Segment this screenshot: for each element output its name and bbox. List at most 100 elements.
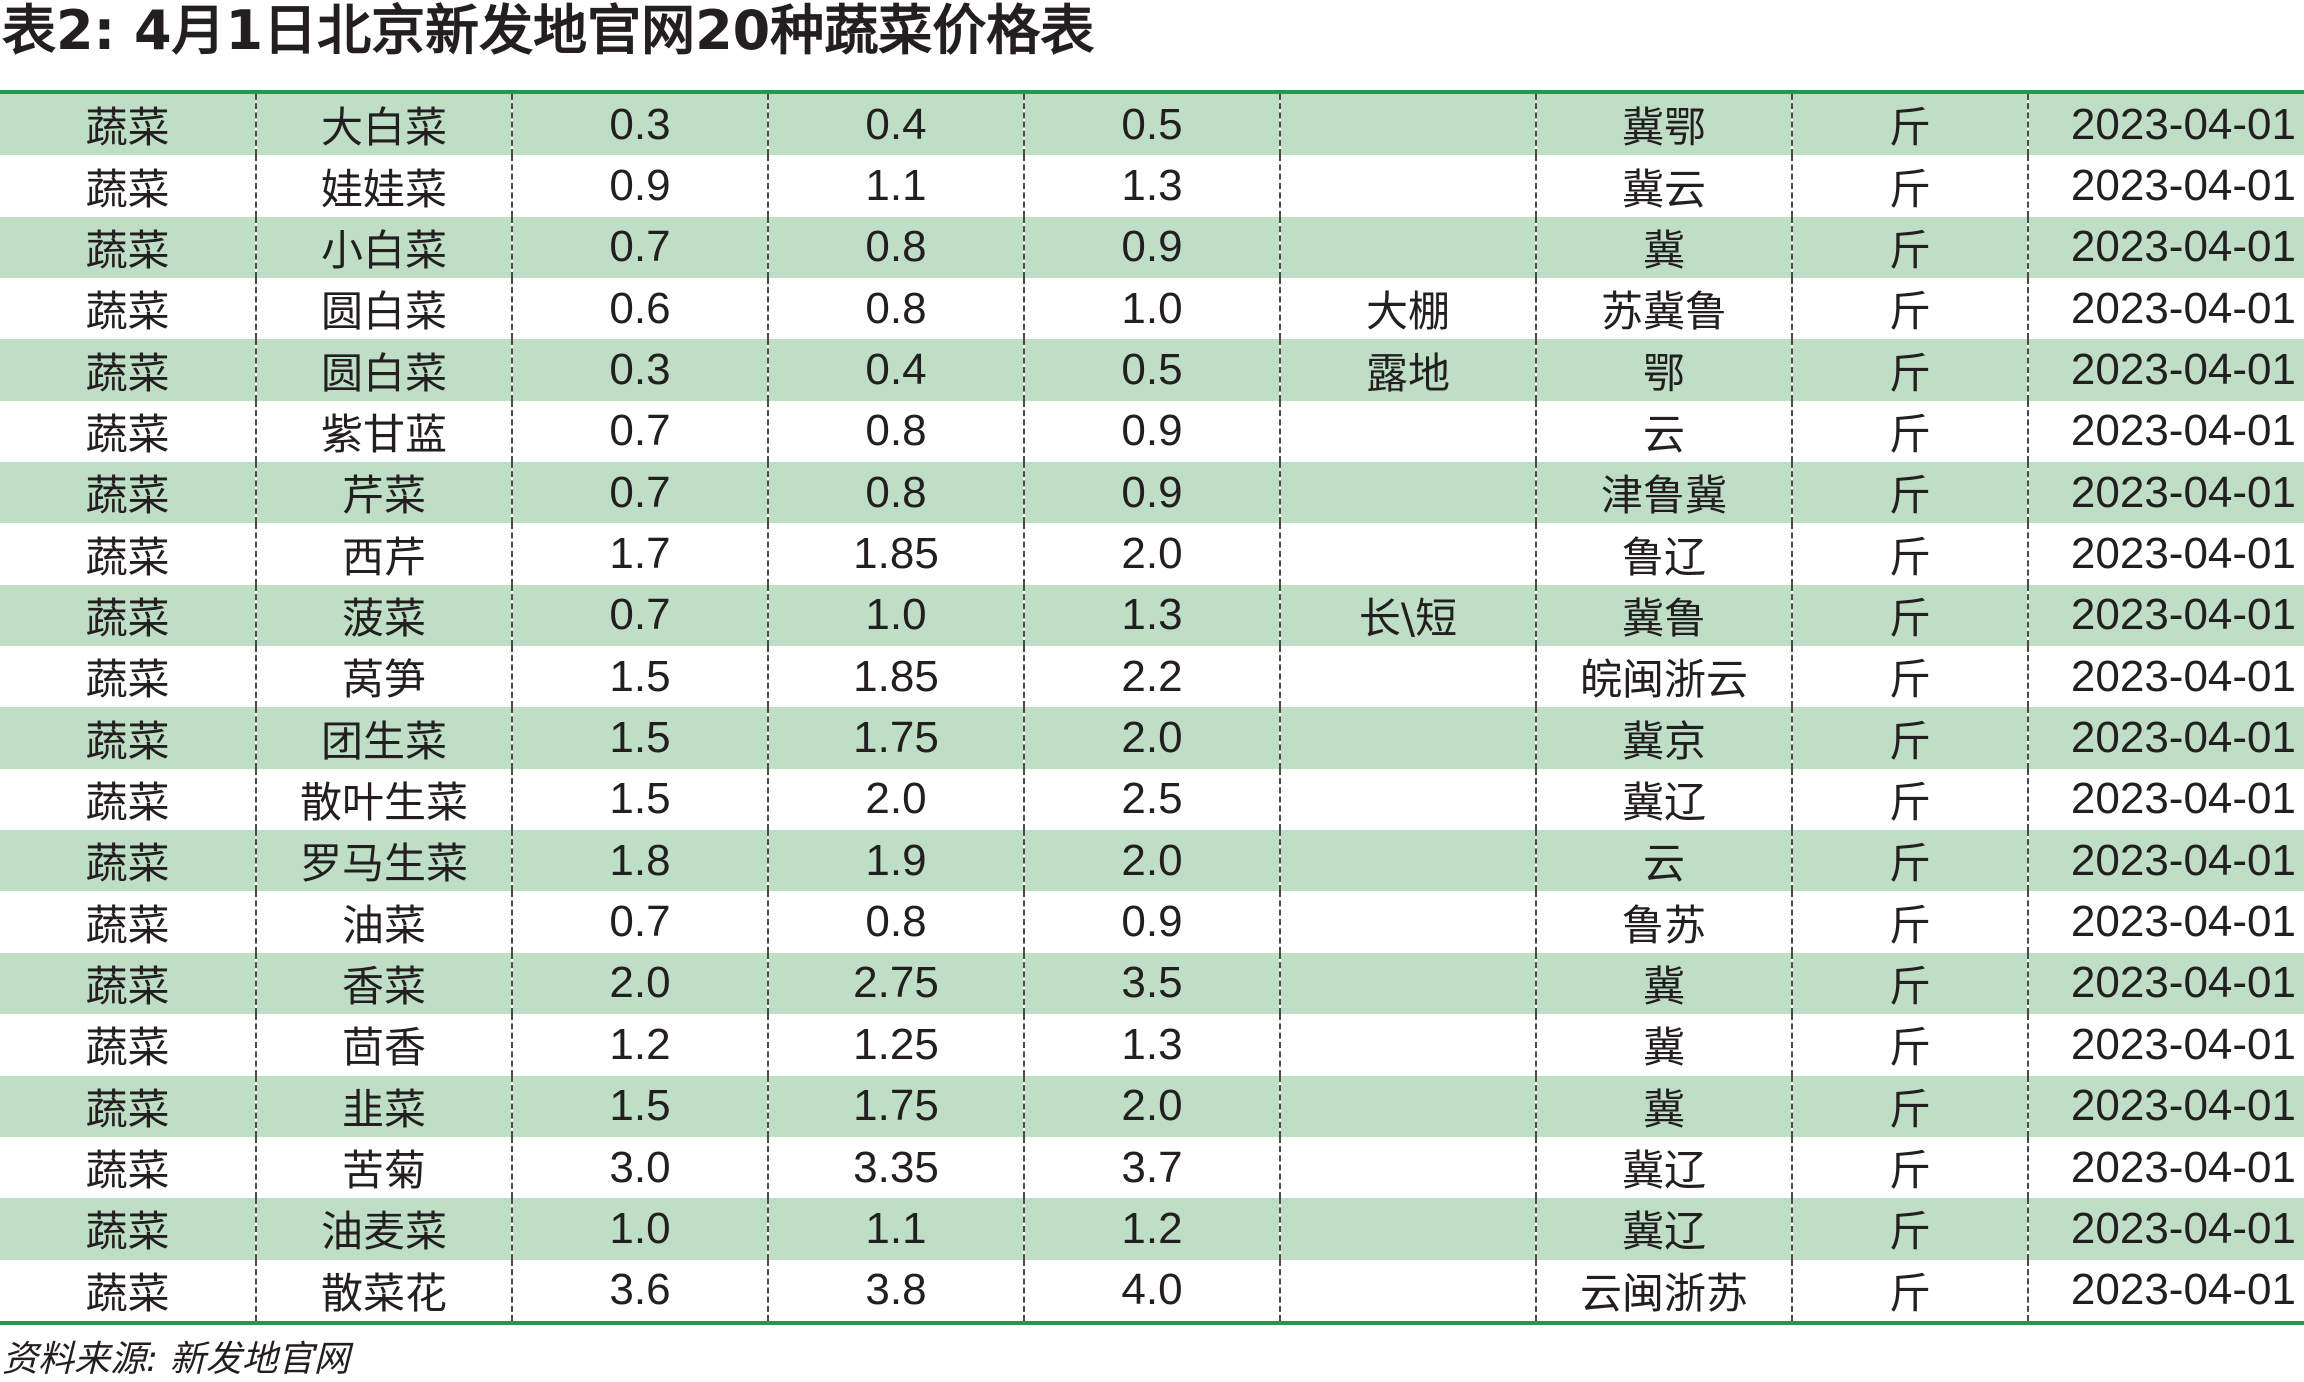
- average-price-cell: 0.8: [768, 891, 1025, 953]
- spec-cell: [1280, 400, 1537, 463]
- date-cell: 2023-04-01: [2070, 161, 2296, 211]
- spec-cell: [1280, 768, 1537, 831]
- high-price-cell: 4.0: [1024, 1259, 1281, 1321]
- table-row: 蔬菜 莴笋 1.5 1.85 2.2 皖闽浙云斤 2023-04-01: [0, 646, 2304, 708]
- category-cell: 蔬菜: [0, 1198, 257, 1260]
- spec-cell: [1280, 891, 1537, 953]
- date-cell: 2023-04-01: [2028, 830, 2304, 892]
- spec-cell: [1280, 94, 1537, 156]
- table-row: 蔬菜 圆白菜 0.3 0.4 0.5 露地鄂斤 2023-04-01: [0, 339, 2304, 401]
- table-row: 蔬菜 散菜花 3.6 3.8 4.0 云闽浙苏斤 2023-04-01: [0, 1259, 2304, 1321]
- vegetable-name-cell: 散菜花: [256, 1259, 513, 1321]
- spec-cell: [1280, 646, 1537, 708]
- unit-cell: 斤: [1792, 523, 2029, 585]
- unit-cell: 斤: [1792, 216, 2029, 279]
- date-cell: 2023-04-01: [2070, 283, 2296, 333]
- table-row: 蔬菜 苦菊 3.0 3.35 3.7 冀辽斤 2023-04-01: [0, 1136, 2304, 1199]
- date-cell: 2023-04-01: [2028, 339, 2304, 401]
- vegetable-name-cell: 圆白菜: [256, 278, 513, 340]
- category-cell: 蔬菜: [0, 707, 257, 769]
- vegetable-name-cell: 菠菜: [256, 584, 513, 647]
- average-price-cell: 0.4: [768, 339, 1025, 401]
- low-price-cell: 1.7: [512, 523, 769, 585]
- vegetable-name-cell: 团生菜: [256, 707, 513, 769]
- origin-cell: 云: [1536, 830, 1793, 892]
- origin-cell: 冀辽: [1536, 1198, 1793, 1260]
- table-title: 表2: 4月1日北京新发地官网20种蔬菜价格表: [2, 0, 1095, 62]
- low-price-cell: 1.5: [512, 1075, 769, 1137]
- vegetable-name-cell: 芹菜: [256, 462, 513, 524]
- category-cell: 蔬菜: [0, 462, 257, 524]
- spec-cell: [1280, 462, 1537, 524]
- high-price-cell: 1.3: [1024, 155, 1281, 217]
- origin-cell: 冀京: [1536, 707, 1793, 769]
- spec-cell: [1280, 1075, 1537, 1137]
- origin-cell: 冀鲁: [1536, 584, 1793, 647]
- unit-cell: 斤: [1792, 1014, 2029, 1076]
- average-price-cell: 0.8: [768, 278, 1025, 340]
- date-cell: 2023-04-01: [2028, 94, 2304, 156]
- unit-cell: 斤: [1792, 339, 2029, 401]
- date-cell: 2023-04-01: [2028, 216, 2304, 279]
- low-price-cell: 0.7: [512, 400, 769, 463]
- vegetable-name-cell: 娃娃菜: [256, 155, 513, 217]
- average-price-cell: 1.85: [768, 523, 1025, 585]
- high-price-cell: 3.5: [1024, 952, 1281, 1015]
- unit-cell: 斤: [1792, 584, 2029, 647]
- category-cell: 蔬菜: [0, 952, 257, 1015]
- date-cell: 2023-04-01: [2070, 1142, 2296, 1192]
- high-price-cell: 2.0: [1024, 523, 1281, 585]
- date-cell: 2023-04-01: [2070, 1019, 2296, 1069]
- high-price-cell: 1.3: [1024, 1014, 1281, 1076]
- origin-cell: 冀: [1536, 952, 1793, 1015]
- table-row: 蔬菜 西芹 1.7 1.85 2.0 鲁辽斤 2023-04-01: [0, 523, 2304, 585]
- high-price-cell: 0.9: [1024, 216, 1281, 279]
- vegetable-name-cell: 韭菜: [256, 1075, 513, 1137]
- average-price-cell: 1.1: [768, 155, 1025, 217]
- spec-cell: [1280, 1259, 1537, 1321]
- table-row: 蔬菜 团生菜 1.5 1.75 2.0 冀京斤 2023-04-01: [0, 707, 2304, 769]
- origin-cell: 皖闽浙云: [1536, 646, 1793, 708]
- date-cell: 2023-04-01: [2028, 462, 2304, 524]
- average-price-cell: 3.8: [768, 1259, 1025, 1321]
- unit-cell: 斤: [1792, 830, 2029, 892]
- table-row: 蔬菜 菠菜 0.7 1.0 1.3 长\短 冀鲁斤 2023-04-01: [0, 584, 2304, 647]
- vegetable-name-cell: 苦菊: [256, 1136, 513, 1199]
- low-price-cell: 0.7: [512, 216, 769, 279]
- origin-cell: 鲁苏: [1536, 891, 1793, 953]
- spec-cell: 露地: [1280, 339, 1537, 401]
- origin-cell: 冀: [1536, 1014, 1793, 1076]
- table-row: 蔬菜 芹菜 0.7 0.8 0.9 津鲁冀斤 2023-04-01: [0, 462, 2304, 524]
- average-price-cell: 1.9: [768, 830, 1025, 892]
- unit-cell: 斤: [1792, 1198, 2029, 1260]
- table-row: 蔬菜 油菜 0.7 0.8 0.9 鲁苏斤 2023-04-01: [0, 891, 2304, 953]
- table-row: 蔬菜 大白菜 0.3 0.4 0.5 冀鄂斤 2023-04-01: [0, 94, 2304, 156]
- vegetable-name-cell: 紫甘蓝: [256, 400, 513, 463]
- vegetable-name-cell: 香菜: [256, 952, 513, 1015]
- low-price-cell: 1.5: [512, 707, 769, 769]
- average-price-cell: 0.8: [768, 216, 1025, 279]
- spec-cell: [1280, 216, 1537, 279]
- high-price-cell: 0.9: [1024, 400, 1281, 463]
- category-cell: 蔬菜: [0, 830, 257, 892]
- average-price-cell: 0.8: [768, 462, 1025, 524]
- unit-cell: 斤: [1792, 462, 2029, 524]
- vegetable-name-cell: 大白菜: [256, 94, 513, 156]
- table-row: 蔬菜 韭菜 1.5 1.75 2.0 冀斤 2023-04-01: [0, 1075, 2304, 1137]
- category-cell: 蔬菜: [0, 216, 257, 279]
- vegetable-name-cell: 茴香: [256, 1014, 513, 1076]
- high-price-cell: 2.0: [1024, 707, 1281, 769]
- date-cell: 2023-04-01: [2070, 529, 2296, 579]
- origin-cell: 冀辽: [1536, 768, 1793, 831]
- low-price-cell: 3.6: [512, 1259, 769, 1321]
- date-cell: 2023-04-01: [2028, 584, 2304, 647]
- category-cell: 蔬菜: [0, 1259, 257, 1321]
- unit-cell: 斤: [1792, 768, 2029, 831]
- category-cell: 蔬菜: [0, 646, 257, 708]
- table-row: 蔬菜 油麦菜 1.0 1.1 1.2 冀辽斤 2023-04-01: [0, 1198, 2304, 1260]
- table-row: 蔬菜 罗马生菜 1.8 1.9 2.0 云斤 2023-04-01: [0, 830, 2304, 892]
- category-cell: 蔬菜: [0, 339, 257, 401]
- unit-cell: 斤: [1792, 1075, 2029, 1137]
- low-price-cell: 1.5: [512, 646, 769, 708]
- unit-cell: 斤: [1792, 646, 2029, 708]
